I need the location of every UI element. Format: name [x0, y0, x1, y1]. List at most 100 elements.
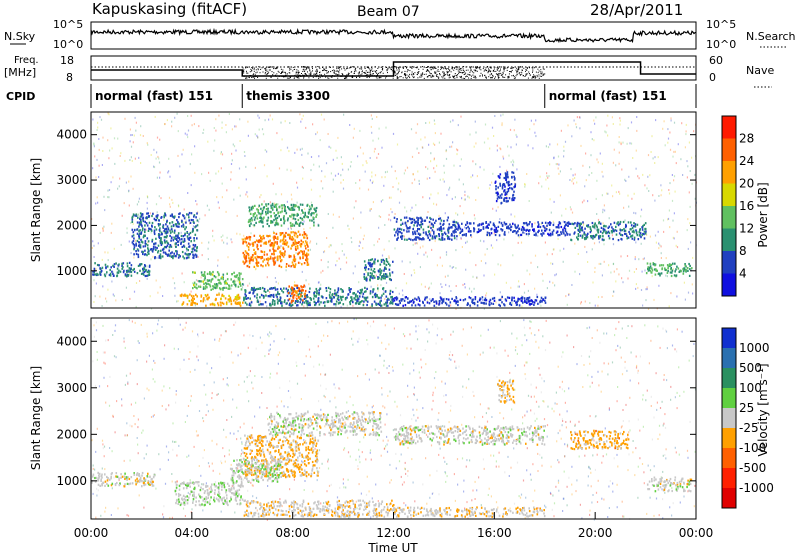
freq-dot [392, 70, 393, 71]
heatmap-cell [181, 235, 183, 237]
freq-dot [513, 75, 514, 76]
heatmap-cell [311, 204, 313, 206]
heatmap-cell [276, 209, 278, 211]
heatmap-cell [273, 252, 275, 254]
heatmap-cell [274, 215, 276, 217]
heatmap-speckle [370, 210, 371, 212]
heatmap-speckle [512, 160, 513, 162]
heatmap-cell [274, 300, 276, 302]
freq-dot [507, 76, 508, 77]
heatmap-cell [268, 217, 270, 219]
heatmap-cell [163, 216, 165, 218]
freq-dot [532, 78, 533, 79]
freq-dot [405, 75, 406, 76]
heatmap-cell [411, 222, 413, 224]
heatmap-cell [298, 294, 300, 296]
heatmap-cell [293, 300, 295, 302]
freq-dot [534, 76, 535, 77]
heatmap-cell [625, 230, 627, 232]
heatmap-speckle [162, 295, 163, 297]
heatmap-cell [512, 197, 514, 199]
heatmap-speckle [547, 177, 548, 179]
heatmap-speckle [373, 201, 374, 203]
heatmap-cell [198, 286, 200, 288]
heatmap-speckle [419, 183, 420, 185]
freq-dot [443, 72, 444, 73]
heatmap-cell [440, 217, 442, 219]
heatmap-cell [311, 220, 313, 222]
heatmap-cell [272, 204, 274, 206]
heatmap-speckle [606, 131, 607, 133]
heatmap-speckle [584, 246, 585, 248]
freq-dot [532, 77, 533, 78]
heatmap-speckle [511, 214, 512, 216]
heatmap-speckle [458, 124, 459, 126]
heatmap-speckle [381, 200, 382, 202]
freq-dot [370, 72, 371, 73]
heatmap-cell [351, 296, 353, 298]
heatmap-cell [275, 218, 277, 220]
heatmap-cell [125, 273, 127, 275]
freq-dot [260, 72, 261, 73]
heatmap-speckle [101, 119, 102, 121]
heatmap-cell [188, 216, 190, 218]
heatmap-speckle [423, 254, 424, 256]
freq-dot [458, 73, 459, 74]
heatmap-cell [179, 212, 181, 214]
heatmap-speckle [273, 183, 274, 185]
heatmap-speckle [494, 274, 495, 276]
heatmap-cell [394, 217, 396, 219]
heatmap-cell [546, 225, 548, 227]
freq-dot [504, 69, 505, 70]
heatmap-speckle [111, 281, 112, 283]
heatmap-cell [519, 228, 521, 230]
heatmap-speckle [312, 123, 313, 125]
heatmap-speckle [653, 299, 654, 301]
radar-figure: Kapuskasing (fitACF) Beam 07 28/Apr/2011… [0, 0, 800, 554]
heatmap-speckle [538, 182, 539, 184]
heatmap-cell [177, 234, 179, 236]
heatmap-cell [207, 273, 209, 275]
heatmap-speckle [343, 188, 344, 190]
freq-dot [380, 77, 381, 78]
freq-dot [433, 66, 434, 67]
heatmap-speckle [151, 154, 152, 156]
heatmap-speckle [129, 159, 130, 161]
freq-dot [393, 68, 394, 69]
heatmap-speckle [346, 262, 347, 264]
heatmap-cell [642, 229, 644, 231]
heatmap-cell [389, 269, 391, 271]
heatmap-speckle [415, 243, 416, 245]
heatmap-speckle [492, 208, 493, 210]
heatmap-cell [231, 303, 233, 305]
heatmap-cell [252, 258, 254, 260]
heatmap-speckle [491, 244, 492, 246]
heatmap-cell [261, 250, 263, 252]
heatmap-cell [153, 243, 155, 245]
heatmap-cell [292, 207, 294, 209]
heatmap-speckle [270, 201, 271, 203]
heatmap-speckle [687, 165, 688, 167]
freq-dot [417, 77, 418, 78]
heatmap-cell [193, 248, 195, 250]
heatmap-speckle [398, 188, 399, 190]
heatmap-speckle [406, 282, 407, 284]
heatmap-cell [352, 301, 354, 303]
heatmap-cell [465, 234, 467, 236]
heatmap-cell [194, 226, 196, 228]
heatmap-speckle [571, 208, 572, 210]
heatmap-cell [464, 234, 466, 236]
cpid-segment-label: normal (fast) 151 [95, 89, 213, 103]
freq-dot [516, 75, 517, 76]
freq-dot [376, 70, 377, 71]
heatmap-speckle [434, 159, 435, 161]
heatmap-cell [269, 288, 271, 290]
heatmap-cell [252, 245, 254, 247]
heatmap-cell [301, 240, 303, 242]
freq-dot [532, 70, 533, 71]
heatmap-speckle [296, 182, 297, 184]
heatmap-speckle [558, 168, 559, 170]
heatmap-cell [296, 233, 298, 235]
freq-dot [398, 77, 399, 78]
heatmap-cell [518, 234, 520, 236]
